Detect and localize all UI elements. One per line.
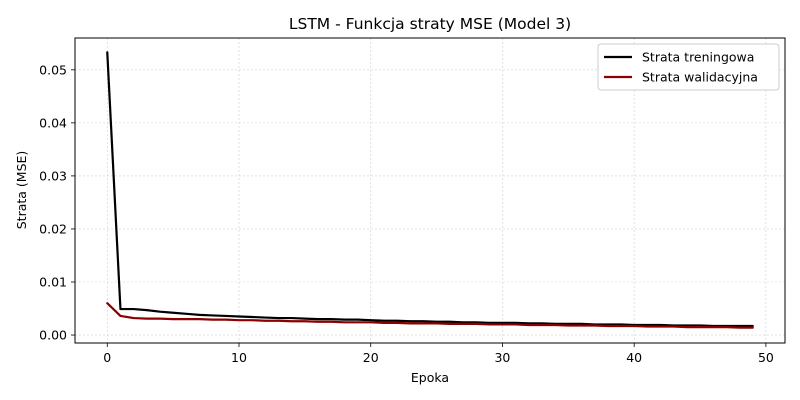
x-tick-label: 50 (758, 350, 774, 365)
legend-label-0: Strata treningowa (642, 50, 754, 65)
y-tick-label: 0.04 (39, 115, 67, 130)
legend-label-1: Strata walidacyjna (642, 70, 758, 85)
grid (75, 38, 785, 343)
y-axis-label: Strata (MSE) (14, 151, 29, 230)
y-tick-label: 0.00 (39, 328, 67, 343)
y-tick-label: 0.01 (39, 275, 67, 290)
x-tick-label: 40 (626, 350, 642, 365)
y-axis: 0.00 0.01 0.02 0.03 0.04 0.05 (39, 62, 75, 343)
x-tick-label: 10 (231, 350, 247, 365)
y-tick-label: 0.02 (39, 221, 67, 236)
x-tick-label: 30 (494, 350, 510, 365)
legend-box (597, 43, 780, 91)
series-line-0 (106, 51, 754, 328)
y-tick-label: 0.03 (39, 168, 67, 183)
plot-frame (74, 37, 786, 344)
y-tick-label: 0.05 (39, 62, 67, 77)
x-tick-label: 0 (103, 350, 111, 365)
x-axis: 0 10 20 30 40 50 (103, 343, 774, 365)
series-lines (106, 51, 754, 329)
series-line-1 (106, 302, 754, 329)
x-axis-label: Epoka (411, 370, 449, 385)
x-tick-label: 20 (363, 350, 379, 365)
legend: Strata treningowa Strata walidacyjna (597, 43, 780, 91)
chart-title: LSTM - Funkcja straty MSE (Model 3) (289, 15, 571, 33)
